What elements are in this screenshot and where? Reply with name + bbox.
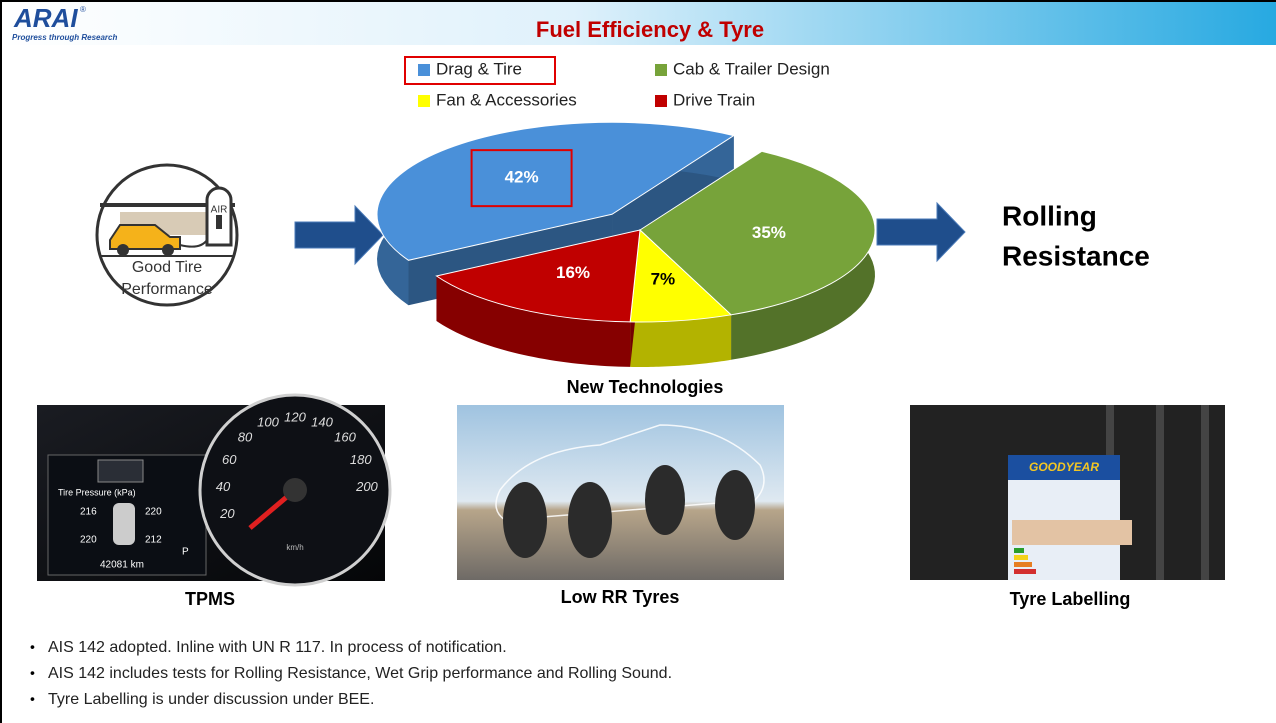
panel-caption: Low RR Tyres: [561, 587, 680, 607]
page: ARAI ® Progress through Research Fuel Ef…: [0, 0, 1276, 723]
speed-label: 140: [311, 415, 333, 430]
tpms-title: Tire Pressure (kPa): [58, 487, 136, 497]
result-text: Resistance: [1002, 240, 1150, 271]
legend-swatch: [418, 95, 430, 107]
tyre-label-patch: [1012, 520, 1132, 545]
bullet-dot: •: [30, 665, 35, 681]
legend-swatch: [655, 95, 667, 107]
tpms-pressure: 220: [80, 535, 97, 546]
legend-swatch: [655, 64, 667, 76]
bullet-dot: •: [30, 691, 35, 707]
speed-label: 200: [355, 479, 378, 494]
needle-hub: [283, 478, 307, 502]
data-label: 16%: [556, 263, 590, 282]
slide: ARAI ® Progress through Research Fuel Ef…: [0, 0, 1276, 723]
icon-caption: Good Tire: [132, 259, 202, 276]
speed-label: 160: [334, 430, 356, 445]
panel-caption: Tyre Labelling: [1010, 589, 1131, 609]
speed-label: 60: [222, 452, 237, 467]
bullet: AIS 142 adopted. Inline with UN R 117. I…: [48, 639, 507, 656]
legend-label: Cab & Trailer Design: [673, 59, 830, 78]
pie-side: [630, 315, 731, 367]
icon-sign: AIR: [211, 205, 228, 216]
logo-mark: ®: [80, 5, 86, 14]
data-label: 42%: [505, 168, 539, 187]
slide-title: Fuel Efficiency & Tyre: [536, 17, 764, 42]
panel-caption: TPMS: [185, 589, 235, 609]
speed-label: 40: [216, 479, 231, 494]
legend-label: Fan & Accessories: [436, 90, 577, 109]
chart-caption: New Technologies: [567, 377, 724, 397]
icon-caption: Performance: [121, 281, 213, 298]
speed-label: 80: [238, 430, 253, 445]
data-label: 7%: [651, 269, 676, 288]
tpms-gear: P: [182, 547, 189, 558]
bullet-dot: •: [30, 639, 35, 655]
logo-tagline: Progress through Research: [12, 33, 117, 42]
data-label: 35%: [752, 223, 786, 242]
speed-label: 180: [350, 452, 372, 467]
speed-unit: km/h: [286, 543, 303, 552]
tpms-car: [113, 503, 135, 545]
legend-swatch: [418, 64, 430, 76]
tyre-brand: GOODYEAR: [1029, 460, 1099, 474]
speed-label: 100: [257, 415, 279, 430]
logo: ARAI: [13, 3, 78, 33]
legend-label: Drive Train: [673, 90, 755, 109]
tpms-odometer: 42081 km: [100, 560, 144, 571]
speed-label: 20: [219, 506, 235, 521]
speed-label: 120: [284, 409, 306, 424]
tpms-pressure: 212: [145, 535, 162, 546]
result-text: Rolling: [1002, 200, 1097, 231]
bullet: AIS 142 includes tests for Rolling Resis…: [48, 665, 672, 682]
bullet: Tyre Labelling is under discussion under…: [48, 691, 374, 708]
legend-label: Drag & Tire: [436, 59, 522, 78]
tpms-tab: [98, 460, 143, 482]
tpms-pressure: 216: [80, 507, 97, 518]
tpms-pressure: 220: [145, 507, 162, 518]
